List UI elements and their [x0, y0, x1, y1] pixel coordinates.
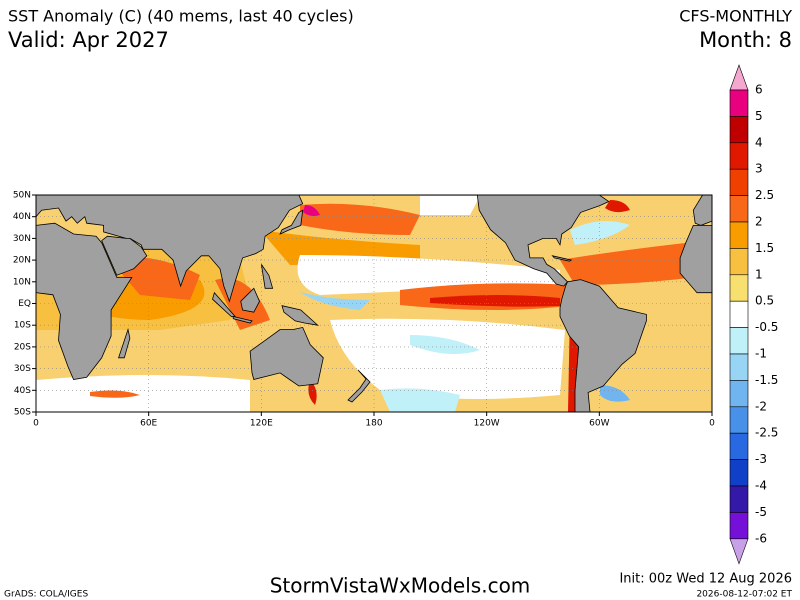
init-time: Init: 00z Wed 12 Aug 2026 [619, 572, 792, 587]
colorbar-label: 2.5 [755, 188, 774, 202]
colorbar-label: 4 [755, 135, 763, 149]
grads-credit: GrADS: COLA/IGES [4, 590, 88, 600]
colorbar-swatch [729, 142, 749, 170]
colorbar-label: 6 [755, 83, 763, 97]
colorbar-label: 5 [755, 109, 763, 123]
lon-label: 0 [709, 419, 715, 429]
colorbar-label: -4 [755, 479, 767, 493]
colorbar-swatch [729, 380, 749, 408]
site-name: StormVistaWxModels.com [270, 574, 531, 598]
colorbar-end [729, 64, 749, 91]
colorbar-swatch [729, 327, 749, 355]
colorbar-label: -5 [755, 505, 767, 519]
colorbar-swatch [729, 300, 749, 328]
lat-label: 30S [14, 364, 31, 374]
colorbar-label: -3 [755, 452, 767, 466]
colorbar-swatch [729, 195, 749, 223]
lat-label: 10S [14, 321, 31, 331]
colorbar: 6 5 4 3 2.5 2 1.5 1 0.5 -0.5 -1 -1.5 -2 -2.5 -3 -4 -5 -6 [729, 64, 778, 565]
colorbar-swatch [729, 274, 749, 302]
colorbar-swatch [729, 89, 749, 117]
model-name: CFS-MONTHLY [679, 7, 792, 26]
colorbar-label: 2 [755, 215, 763, 229]
colorbar-label: -0.5 [755, 320, 778, 334]
forecast-month: Month: 8 [699, 28, 792, 52]
lat-label: 50S [14, 408, 31, 418]
lon-label: 60E [140, 419, 157, 429]
colorbar-swatch [729, 168, 749, 196]
colorbar-swatch [729, 221, 749, 249]
colorbar-label: -6 [755, 531, 767, 545]
colorbar-label: 1 [755, 267, 763, 281]
lon-label: 0 [33, 419, 39, 429]
colorbar-label: -2.5 [755, 426, 778, 440]
colorbar-label: 0.5 [755, 294, 774, 308]
title: SST Anomaly (C) (40 mems, last 40 cycles… [8, 7, 354, 26]
colorbar-swatch [729, 116, 749, 144]
lat-label: EQ [18, 299, 31, 309]
colorbar-swatch [729, 432, 749, 460]
lat-label: 50N [13, 191, 31, 201]
valid-date: Valid: Apr 2027 [8, 28, 169, 52]
lat-label: 40S [14, 386, 31, 396]
lon-label: 60W [589, 419, 609, 429]
land [35, 194, 713, 413]
colorbar-swatch [729, 248, 749, 276]
colorbar-label: -1 [755, 347, 767, 361]
lon-label: 120W [474, 419, 500, 429]
lat-label: 40N [13, 212, 31, 222]
lon-label: 180 [365, 419, 382, 429]
lat-label: 20S [14, 342, 31, 352]
colorbar-label: 3 [755, 162, 763, 176]
colorbar-label: -2 [755, 399, 767, 413]
colorbar-end [729, 538, 749, 565]
lat-label: 30N [13, 234, 31, 244]
map [35, 194, 713, 413]
timestamp: 2026-08-12-07:02 ET [696, 590, 792, 600]
colorbar-swatch [729, 485, 749, 513]
colorbar-swatch [729, 459, 749, 487]
lat-label: 20N [13, 256, 31, 266]
colorbar-swatch [729, 406, 749, 434]
colorbar-label: -1.5 [755, 373, 778, 387]
lon-label: 120E [250, 419, 273, 429]
colorbar-label: 1.5 [755, 241, 774, 255]
lat-label: 10N [13, 277, 31, 287]
colorbar-swatch [729, 353, 749, 381]
colorbar-swatch [729, 512, 749, 540]
